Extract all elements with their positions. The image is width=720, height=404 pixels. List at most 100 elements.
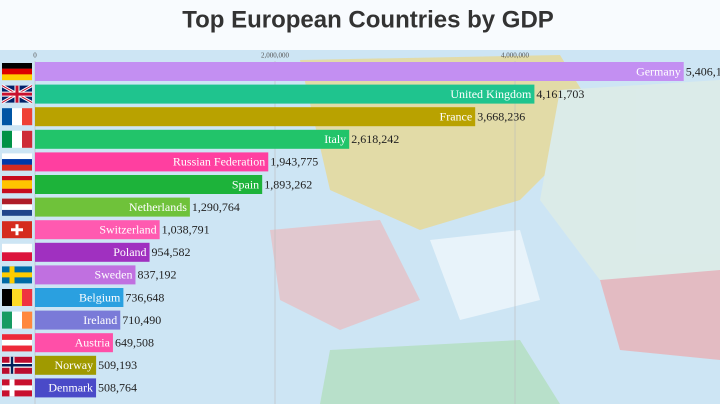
flag-stripe — [2, 68, 32, 75]
value-label: 710,490 — [122, 313, 161, 327]
value-label: 1,290,764 — [192, 200, 240, 214]
flag-icon — [2, 243, 32, 261]
bar — [35, 62, 684, 81]
flag-stripe — [2, 164, 32, 171]
flag-icon — [2, 311, 33, 329]
flag-stripe — [2, 266, 32, 284]
flag-stripe — [2, 243, 32, 253]
x-tick-label: 2,000,000 — [261, 52, 290, 60]
category-label: Denmark — [48, 381, 93, 395]
flag-stripe — [2, 252, 32, 261]
flag-stripe — [2, 188, 32, 194]
value-label: 5,406,1 — [686, 64, 720, 78]
category-label: Norway — [54, 358, 93, 372]
value-label: 1,943,775 — [270, 155, 318, 169]
value-label: 837,192 — [137, 268, 176, 282]
flag-stripe — [2, 204, 32, 211]
category-label: Belgium — [79, 290, 121, 304]
flag-stripe — [12, 130, 23, 148]
flag-stripe — [2, 85, 32, 103]
flag-stripe — [2, 379, 32, 397]
flag-stripe — [2, 180, 32, 185]
flag-icon — [2, 176, 32, 194]
flag-stripe — [2, 356, 32, 374]
flag-stripe — [2, 153, 32, 160]
flag-stripe — [2, 176, 32, 181]
value-label: 3,668,236 — [477, 109, 525, 123]
flag-stripe — [2, 184, 32, 189]
value-label: 509,193 — [98, 358, 137, 372]
flag-stripe — [2, 74, 32, 81]
flag-stripe — [2, 130, 13, 148]
bar — [35, 175, 263, 194]
category-label: Netherlands — [129, 200, 187, 214]
value-label: 1,893,262 — [264, 177, 312, 191]
bar — [35, 220, 160, 240]
map-background — [270, 55, 720, 404]
flag-stripe — [12, 311, 23, 329]
flag-stripe — [2, 339, 32, 346]
category-label: Sweden — [94, 268, 132, 282]
value-label: 2,618,242 — [351, 132, 399, 146]
value-label: 1,038,791 — [162, 222, 210, 236]
value-label: 736,648 — [125, 290, 164, 304]
flag-icon — [2, 289, 33, 306]
flag-stripe — [2, 198, 32, 205]
flag-stripe — [2, 311, 13, 329]
category-label: Italy — [324, 132, 346, 146]
category-label: Poland — [113, 245, 146, 259]
bar — [35, 355, 97, 375]
flag-icon — [2, 108, 33, 126]
flag-stripe — [22, 311, 33, 329]
flag-stripe — [22, 130, 33, 148]
value-label: 508,764 — [98, 381, 137, 395]
flag-stripe — [12, 108, 23, 126]
flag-icon — [2, 130, 33, 148]
bar — [35, 242, 150, 262]
flag-icon — [2, 63, 32, 81]
category-label: Russian Federation — [173, 155, 265, 169]
value-label: 649,508 — [115, 335, 154, 349]
bar — [35, 265, 136, 285]
bar — [35, 129, 350, 149]
category-label: Germany — [636, 64, 681, 78]
bar — [35, 288, 124, 307]
flag-stripe — [2, 289, 13, 306]
flag-stripe — [2, 209, 32, 216]
flag-icon — [2, 356, 32, 374]
bar — [35, 378, 97, 398]
chart-title: Top European Countries by GDP — [182, 6, 554, 33]
flag-icon — [2, 379, 32, 397]
category-label: Ireland — [83, 313, 117, 327]
x-tick-label: 0 — [33, 52, 37, 60]
flag-stripe — [22, 108, 33, 126]
flag-stripe — [2, 63, 32, 69]
flag-icon — [1, 84, 33, 104]
header-band — [0, 0, 720, 50]
flag-stripe — [2, 334, 32, 341]
flag-icon — [2, 266, 32, 284]
flag-stripe — [22, 289, 33, 306]
flag-icon — [2, 198, 32, 216]
value-label: 4,161,703 — [536, 87, 584, 101]
x-tick-label: 4,000,000 — [501, 52, 530, 60]
flag-icon — [2, 334, 32, 352]
flag-stripe — [2, 108, 13, 126]
bar — [35, 197, 190, 217]
category-label: France — [440, 109, 473, 123]
flag-icon — [2, 153, 32, 171]
flag-stripe — [2, 345, 32, 352]
flag-stripe — [2, 159, 32, 165]
value-label: 954,582 — [152, 245, 191, 259]
category-label: United Kingdom — [450, 87, 532, 101]
category-label: Spain — [232, 177, 259, 191]
bar — [35, 152, 269, 172]
bar — [35, 107, 476, 127]
flag-stripe — [11, 224, 23, 236]
bar — [35, 310, 121, 330]
flag-icon — [2, 221, 32, 239]
category-label: Switzerland — [99, 222, 156, 236]
category-label: Austria — [75, 335, 111, 349]
bar — [35, 84, 535, 104]
